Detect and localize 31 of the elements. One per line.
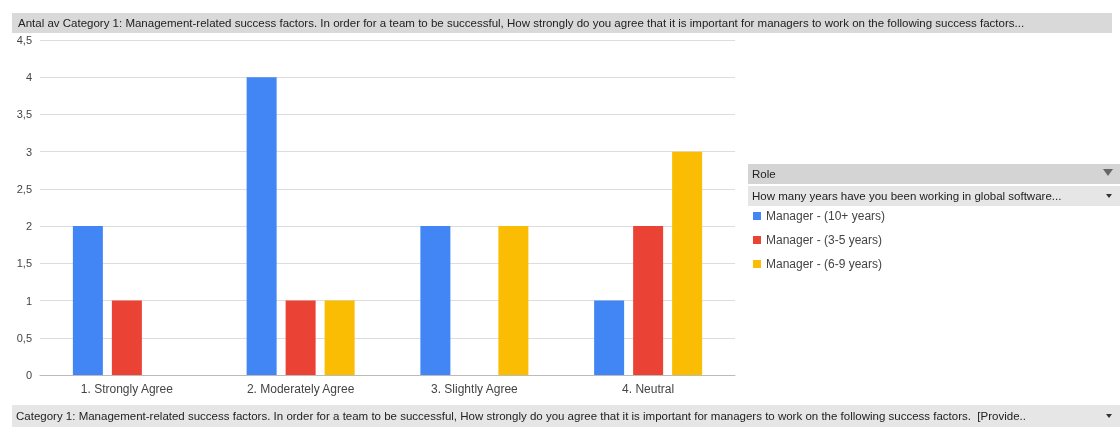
x-axis-title: Category 1: Management-related success factors. In order for a team to be successful, How strongly do you agree that it is important for managers to work on the following success factors. [Provide.. — [16, 410, 1026, 422]
bar — [498, 226, 529, 375]
y-tick-label: 4,5 — [16, 34, 32, 46]
x-tick-label: 3. Slightly Agree — [431, 382, 519, 396]
y-tick-label: 1 — [25, 294, 32, 307]
bar — [285, 300, 316, 375]
legend-title: Role — [752, 168, 776, 180]
bar — [324, 300, 355, 375]
y-tick-label: 0,5 — [16, 331, 32, 344]
y-tick-label: 3 — [25, 145, 32, 158]
y-tick-label: 3,5 — [16, 108, 32, 121]
bar — [420, 226, 451, 375]
legend-label: Manager - (6-9 years) — [766, 257, 883, 271]
chart-title: Antal av Category 1: Management-related success factors. In order for a team to be successful, How strongly do you agree that it is important for managers to work on the following success factors... — [18, 17, 1025, 29]
x-tick-label: 4. Neutral — [622, 382, 675, 396]
legend-label: Manager - (10+ years) — [766, 209, 886, 223]
text: How many years have you been working in global software... — [752, 190, 1062, 202]
x-tick-label: 2. Moderately Agree — [246, 382, 355, 396]
bar — [594, 300, 625, 375]
y-tick-label: 0 — [25, 369, 32, 381]
bar — [633, 226, 664, 375]
bar — [246, 77, 277, 375]
x-tick-label: 1. Strongly Agree — [80, 382, 174, 396]
y-tick-label: 1,5 — [16, 257, 32, 270]
y-tick-label: 2 — [25, 220, 32, 233]
bar — [72, 226, 103, 375]
bar — [111, 300, 142, 375]
legend-label: Manager - (3-5 years) — [766, 233, 883, 247]
bar — [672, 151, 703, 375]
y-tick-label: 4 — [25, 71, 32, 84]
y-tick-label: 2,5 — [16, 182, 32, 195]
